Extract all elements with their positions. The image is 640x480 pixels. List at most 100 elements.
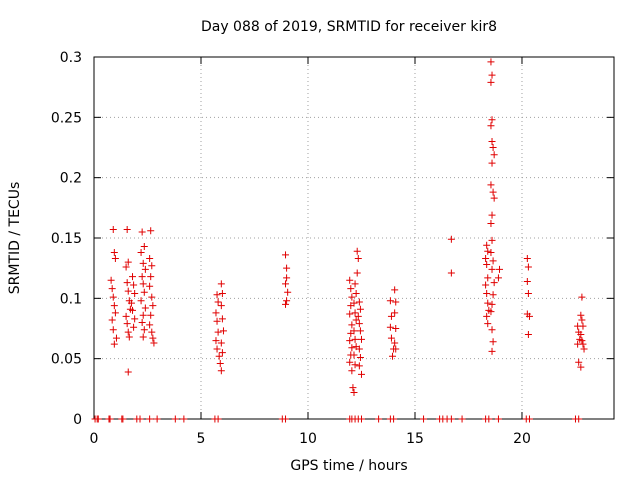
data-point xyxy=(351,280,359,288)
data-point xyxy=(349,384,357,392)
data-point xyxy=(350,299,358,307)
data-point xyxy=(577,331,585,339)
y-tick-label: 0.05 xyxy=(51,352,82,368)
data-point xyxy=(351,335,359,343)
chart-title: Day 088 of 2019, SRMTID for receiver kir… xyxy=(201,19,497,35)
data-point xyxy=(488,347,496,355)
data-point xyxy=(580,345,588,353)
data-point xyxy=(487,78,495,86)
data-point xyxy=(217,339,225,347)
data-point xyxy=(119,415,127,423)
data-point xyxy=(109,326,117,334)
data-point xyxy=(212,337,220,345)
data-point xyxy=(356,305,364,313)
data-point xyxy=(458,415,466,423)
data-point xyxy=(348,344,356,352)
data-point xyxy=(490,279,498,287)
data-point xyxy=(525,312,533,320)
data-point xyxy=(386,323,394,331)
grid xyxy=(94,57,614,419)
data-point xyxy=(523,277,531,285)
data-point xyxy=(490,151,498,159)
data-point xyxy=(391,309,399,317)
data-point xyxy=(180,415,188,423)
data-point xyxy=(350,327,358,335)
data-point xyxy=(147,227,155,235)
y-tick-label: 0 xyxy=(73,412,82,428)
y-tick-label: 0.3 xyxy=(60,50,82,66)
data-point xyxy=(136,415,144,423)
data-point xyxy=(355,345,363,353)
data-point xyxy=(112,334,120,342)
data-point xyxy=(355,362,363,370)
data-point xyxy=(525,415,533,423)
data-point xyxy=(353,269,361,277)
data-point xyxy=(216,359,224,367)
data-point xyxy=(482,255,490,263)
data-point xyxy=(579,340,587,348)
data-point xyxy=(578,293,586,301)
data-point xyxy=(489,291,497,299)
data-point xyxy=(387,334,395,342)
data-point xyxy=(348,321,356,329)
y-tick-label: 0.25 xyxy=(51,110,82,126)
data-point xyxy=(350,351,358,359)
y-tick-label: 0.1 xyxy=(60,291,82,307)
x-tick-label: 10 xyxy=(299,431,317,447)
data-point xyxy=(353,247,361,255)
data-point xyxy=(487,122,495,130)
data-point xyxy=(487,181,495,189)
data-point xyxy=(483,312,491,320)
data-point xyxy=(283,274,291,282)
data-point xyxy=(578,337,586,345)
data-point xyxy=(347,285,355,293)
data-point xyxy=(213,291,221,299)
data-point xyxy=(355,298,363,306)
data-point xyxy=(282,280,290,288)
data-point xyxy=(488,211,496,219)
data-point xyxy=(129,273,137,281)
data-point xyxy=(447,235,455,243)
data-point xyxy=(146,255,154,263)
data-point xyxy=(110,340,118,348)
data-point xyxy=(217,302,225,310)
data-point xyxy=(282,300,290,308)
data-point xyxy=(488,265,496,273)
axis-ticks: 0 0.05 0.1 0.15 0.2 0.25 0.3 0 5 10 15 20 xyxy=(51,50,614,447)
data-point xyxy=(137,248,145,256)
data-point xyxy=(123,279,131,287)
data-point xyxy=(214,298,222,306)
data-point xyxy=(138,273,146,281)
data-point xyxy=(346,310,354,318)
data-point xyxy=(357,370,365,378)
data-point xyxy=(218,315,226,323)
data-point xyxy=(108,285,116,293)
data-point xyxy=(483,290,491,298)
data-point xyxy=(106,415,114,423)
x-tick-label: 20 xyxy=(513,431,531,447)
data-point xyxy=(171,415,179,423)
data-point xyxy=(212,309,220,317)
data-point xyxy=(488,116,496,124)
data-point xyxy=(148,262,156,270)
data-point xyxy=(125,333,133,341)
data-point xyxy=(352,290,360,298)
data-point xyxy=(346,358,354,366)
data-point xyxy=(122,312,130,320)
data-point xyxy=(139,333,147,341)
data-point xyxy=(111,255,119,263)
data-point xyxy=(214,328,222,336)
data-point xyxy=(356,353,364,361)
data-point xyxy=(487,220,495,228)
data-point xyxy=(523,255,531,263)
data-point xyxy=(354,312,362,320)
data-point xyxy=(140,326,148,334)
data-point xyxy=(484,247,492,255)
data-point xyxy=(131,315,139,323)
data-point xyxy=(487,308,495,316)
data-point xyxy=(447,269,455,277)
data-point xyxy=(109,226,117,234)
data-point xyxy=(489,188,497,196)
data-point xyxy=(524,290,532,298)
